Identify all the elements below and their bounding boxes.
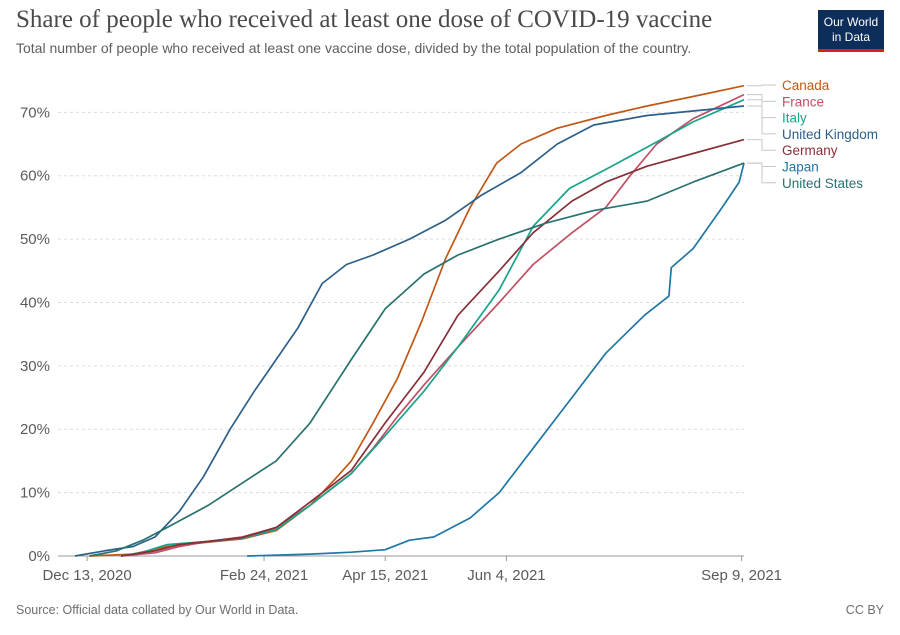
series-line-united-states (89, 162, 745, 557)
end-label-united-kingdom: United Kingdom (782, 127, 878, 142)
chart-subtitle: Total number of people who received at l… (16, 40, 692, 56)
x-tick-label: Dec 13, 2020 (42, 567, 131, 584)
x-tick-label: Feb 24, 2021 (220, 567, 308, 584)
logo-line-1: Our World (823, 15, 879, 29)
leader-line-germany (747, 139, 776, 151)
series-line-italy (120, 98, 745, 557)
series-line-germany (120, 138, 745, 557)
x-tick-label: Sep 9, 2021 (701, 567, 782, 584)
logo-line-2: in Data (831, 30, 871, 44)
y-tick-label: 20% (20, 421, 50, 438)
y-tick-label: 50% (20, 231, 50, 248)
leader-line-united-kingdom (747, 105, 776, 135)
y-tick-label: 30% (20, 358, 50, 375)
y-tick-label: 60% (20, 168, 50, 185)
series-line-france (120, 93, 745, 557)
end-label-canada: Canada (782, 78, 830, 93)
leader-line-canada (747, 84, 776, 87)
y-tick-label: 10% (20, 485, 50, 502)
series-line-united-kingdom (74, 105, 745, 557)
x-tick-label: Apr 15, 2021 (342, 567, 428, 584)
source-note[interactable]: Source: Official data collated by Our Wo… (16, 603, 299, 617)
end-label-france: France (782, 94, 824, 109)
leader-line-france (747, 94, 776, 102)
series-line-japan (247, 162, 745, 557)
y-tick-label: 40% (20, 294, 50, 311)
y-tick-label: 0% (28, 548, 50, 565)
leader-line-united-states (747, 162, 776, 184)
end-label-germany: Germany (782, 143, 838, 158)
end-label-italy: Italy (782, 111, 807, 126)
x-tick-label: Jun 4, 2021 (467, 567, 545, 584)
line-chart: 0% 10% 20% 30% 40% 50% 60% 70% Dec 13, 2020 Feb 2… (20, 78, 878, 584)
license-link[interactable]: CC BY (845, 603, 884, 617)
end-label-japan: Japan (782, 160, 819, 175)
end-label-united-states: United States (782, 176, 863, 191)
our-world-in-data-logo[interactable]: Our World in Data (818, 10, 884, 52)
y-tick-label: 70% (20, 104, 50, 121)
chart-title: Share of people who received at least on… (16, 6, 713, 33)
